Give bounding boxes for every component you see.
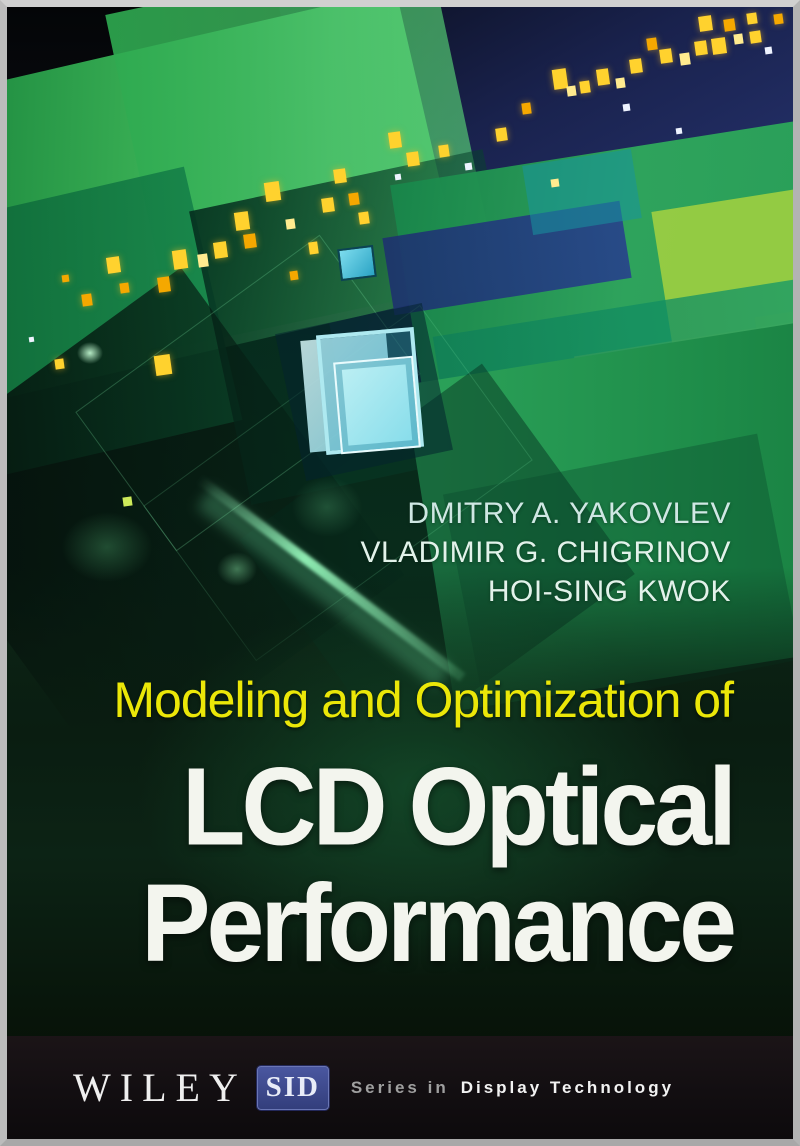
sparkle	[629, 58, 643, 74]
sparkle	[285, 218, 296, 230]
sparkle	[615, 77, 626, 89]
author: DMITRY A. YAKOVLEV	[407, 497, 731, 530]
series-name: Display Technology	[460, 1077, 675, 1097]
sparkle	[157, 276, 171, 293]
sparkle	[212, 241, 229, 259]
sparkle	[153, 353, 173, 377]
lime-panel	[651, 183, 793, 361]
author-list: DMITRY A. YAKOVLEV VLADIMIR G. CHIGRINOV…	[360, 494, 731, 611]
teal-shadow-panel	[189, 149, 545, 505]
sparkle	[122, 496, 133, 507]
sparkle	[579, 80, 591, 94]
sparkle	[749, 30, 762, 44]
sparkle	[358, 211, 370, 225]
green-panel	[7, 7, 466, 405]
sparkle	[698, 15, 713, 32]
sparkle	[289, 270, 299, 281]
sparkle	[733, 33, 744, 45]
sparkle	[675, 127, 683, 135]
sparkle	[243, 233, 257, 249]
sparkle	[61, 274, 70, 283]
sparkle	[495, 127, 508, 142]
sparkle	[387, 131, 403, 149]
sparkle	[333, 168, 347, 184]
lime-panel	[754, 298, 793, 486]
cover-surface: DMITRY A. YAKOVLEV VLADIMIR G. CHIGRINOV…	[7, 7, 793, 1139]
sparkle	[81, 293, 93, 307]
sparkle	[622, 103, 631, 112]
sid-logo-text: SID	[265, 1071, 320, 1103]
sparkle	[679, 52, 691, 66]
glass-layer	[333, 355, 421, 455]
series-prefix: Series in	[350, 1077, 449, 1097]
glow-spot	[77, 342, 103, 364]
glow-spot	[217, 552, 257, 586]
sparkle	[119, 282, 130, 294]
sparkle	[550, 178, 560, 188]
sparkle	[348, 192, 360, 206]
series-title: Series in Display Technology	[351, 1078, 674, 1098]
sid-logo: SID	[256, 1065, 329, 1110]
sparkle	[566, 85, 577, 97]
sparkle	[105, 256, 122, 274]
cyan-chip	[337, 244, 377, 282]
green-panel	[7, 166, 243, 488]
sparkle	[406, 151, 420, 167]
sparkle	[746, 12, 758, 25]
sparkle	[521, 102, 532, 115]
sparkle	[551, 68, 569, 90]
sparkle	[595, 68, 611, 86]
book-title-line2: Performance	[141, 862, 737, 986]
sparkle	[321, 197, 335, 213]
sparkle	[723, 18, 736, 32]
author: HOI-SING KWOK	[487, 575, 731, 608]
sparkle	[764, 46, 773, 55]
sparkle	[263, 181, 282, 202]
sparkle	[394, 173, 402, 181]
title-kicker: Modeling and Optimization of	[113, 672, 734, 728]
lime-panel	[574, 318, 793, 476]
sparkle	[438, 144, 450, 158]
stack-shadow	[275, 303, 453, 481]
wiley-logo: WILEY	[73, 1065, 247, 1110]
glow-spot	[292, 477, 362, 537]
sparkle	[308, 241, 319, 255]
book-title-line1: LCD Optical	[181, 745, 737, 869]
glass-layer	[315, 326, 425, 456]
sparkle	[197, 253, 209, 268]
glass-layer	[300, 333, 396, 453]
sparkle	[171, 249, 189, 270]
navy-band	[382, 200, 632, 316]
sparkle	[773, 13, 784, 25]
sparkle	[659, 48, 673, 64]
sparkle	[54, 358, 65, 370]
sparkle	[694, 40, 708, 56]
sparkle	[464, 162, 473, 171]
book-title: LCD Optical Performance	[141, 745, 737, 986]
teal-patch	[522, 148, 642, 236]
sparkle	[233, 211, 251, 231]
glow-spot	[62, 512, 152, 582]
sparkle	[28, 336, 35, 343]
sparkle	[646, 37, 658, 51]
author: VLADIMIR G. CHIGRINOV	[360, 536, 731, 569]
teal-band	[432, 274, 793, 422]
publisher-banner: WILEY SID Series in Display Technology	[7, 1036, 793, 1139]
green-panel	[105, 7, 499, 348]
navy-sky-panel	[274, 7, 793, 435]
sparkle	[710, 37, 728, 55]
